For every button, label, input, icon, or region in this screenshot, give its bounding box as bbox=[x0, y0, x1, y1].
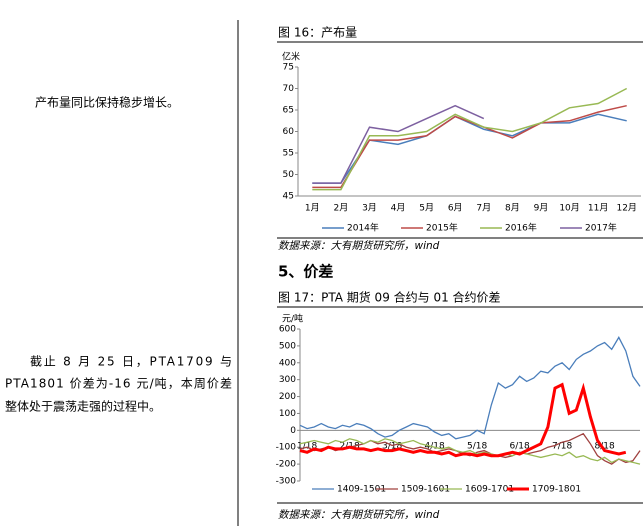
x-tick-label: 6月 bbox=[448, 203, 463, 214]
legend-label: 2017年 bbox=[585, 222, 617, 234]
legend-label: 2014年 bbox=[347, 222, 379, 234]
paragraph-line: 截止 8 月 25 日，PTA1709 与 bbox=[30, 355, 232, 369]
y-tick-label: -200 bbox=[276, 460, 297, 470]
x-tick-label: 4月 bbox=[391, 203, 406, 214]
summary-text: 产布量同比保持稳步增长。 bbox=[35, 95, 179, 110]
x-tick-label: 4/18 bbox=[424, 442, 444, 452]
x-tick-label: 9月 bbox=[534, 203, 549, 214]
y-tick-label: -100 bbox=[276, 443, 297, 453]
series-line bbox=[312, 113, 627, 184]
legend-label: 2015年 bbox=[426, 222, 458, 234]
paragraph-line: 整体处于震荡走强的过程中。 bbox=[5, 399, 161, 414]
x-tick-label: 7/18 bbox=[552, 442, 572, 452]
y-tick-label: 600 bbox=[279, 325, 296, 335]
y-tick-label: 500 bbox=[279, 341, 296, 351]
series-line bbox=[299, 336, 641, 440]
x-tick-label: 5/18 bbox=[467, 442, 487, 452]
legend-label: 2016年 bbox=[505, 222, 537, 234]
y-tick-label: 50 bbox=[283, 170, 295, 180]
paragraph-line: PTA1801 价差为-16 元/吨，本周价差 bbox=[5, 377, 232, 391]
y-tick-label: 0 bbox=[290, 426, 296, 436]
y-axis-label: 元/吨 bbox=[282, 313, 303, 325]
y-axis-label: 亿米 bbox=[282, 51, 300, 63]
y-tick-label: 70 bbox=[283, 84, 295, 94]
series-line bbox=[299, 432, 641, 465]
legend-label: 1409-1501 bbox=[337, 485, 386, 495]
x-tick-label: 8/18 bbox=[594, 442, 614, 452]
y-tick-label: 65 bbox=[283, 106, 294, 116]
y-tick-label: 45 bbox=[283, 192, 294, 202]
legend-label: 1609-1701 bbox=[465, 485, 514, 495]
y-tick-label: 300 bbox=[279, 375, 296, 385]
x-tick-label: 6/18 bbox=[509, 442, 529, 452]
chart-title: 图 16：产布量 bbox=[278, 26, 357, 40]
x-tick-label: 10月 bbox=[559, 203, 579, 214]
y-tick-label: -300 bbox=[276, 477, 297, 487]
x-tick-label: 1/18 bbox=[297, 442, 317, 452]
x-tick-label: 2月 bbox=[334, 203, 349, 214]
source-note: 数据来源：大有期货研究所，wind bbox=[278, 240, 440, 252]
x-tick-label: 5月 bbox=[419, 203, 434, 214]
chart-title: 图 17：PTA 期货 09 合约与 01 合约价差 bbox=[278, 290, 501, 305]
y-tick-label: 400 bbox=[279, 358, 296, 368]
x-tick-label: 3/18 bbox=[382, 442, 402, 452]
series-line bbox=[312, 104, 485, 184]
legend-label: 1509-1601 bbox=[401, 485, 450, 495]
source-note: 数据来源：大有期货研究所，wind bbox=[278, 509, 440, 521]
series-line bbox=[312, 104, 627, 189]
series-line bbox=[299, 438, 641, 465]
series-line bbox=[299, 382, 627, 458]
x-tick-label: 12月 bbox=[616, 203, 636, 214]
y-tick-label: 55 bbox=[283, 149, 294, 159]
y-tick-label: 60 bbox=[283, 127, 295, 137]
series-line bbox=[312, 87, 628, 191]
y-tick-label: 75 bbox=[283, 63, 294, 73]
legend-label: 1709-1801 bbox=[532, 485, 581, 495]
x-tick-label: 8月 bbox=[505, 203, 520, 214]
section-heading: 5、价差 bbox=[278, 263, 333, 281]
x-tick-label: 7月 bbox=[476, 203, 491, 214]
x-tick-label: 11月 bbox=[588, 203, 608, 214]
y-tick-label: 100 bbox=[279, 409, 296, 419]
x-tick-label: 1月 bbox=[305, 203, 320, 214]
x-tick-label: 3月 bbox=[362, 203, 377, 214]
y-tick-label: 200 bbox=[279, 392, 296, 402]
